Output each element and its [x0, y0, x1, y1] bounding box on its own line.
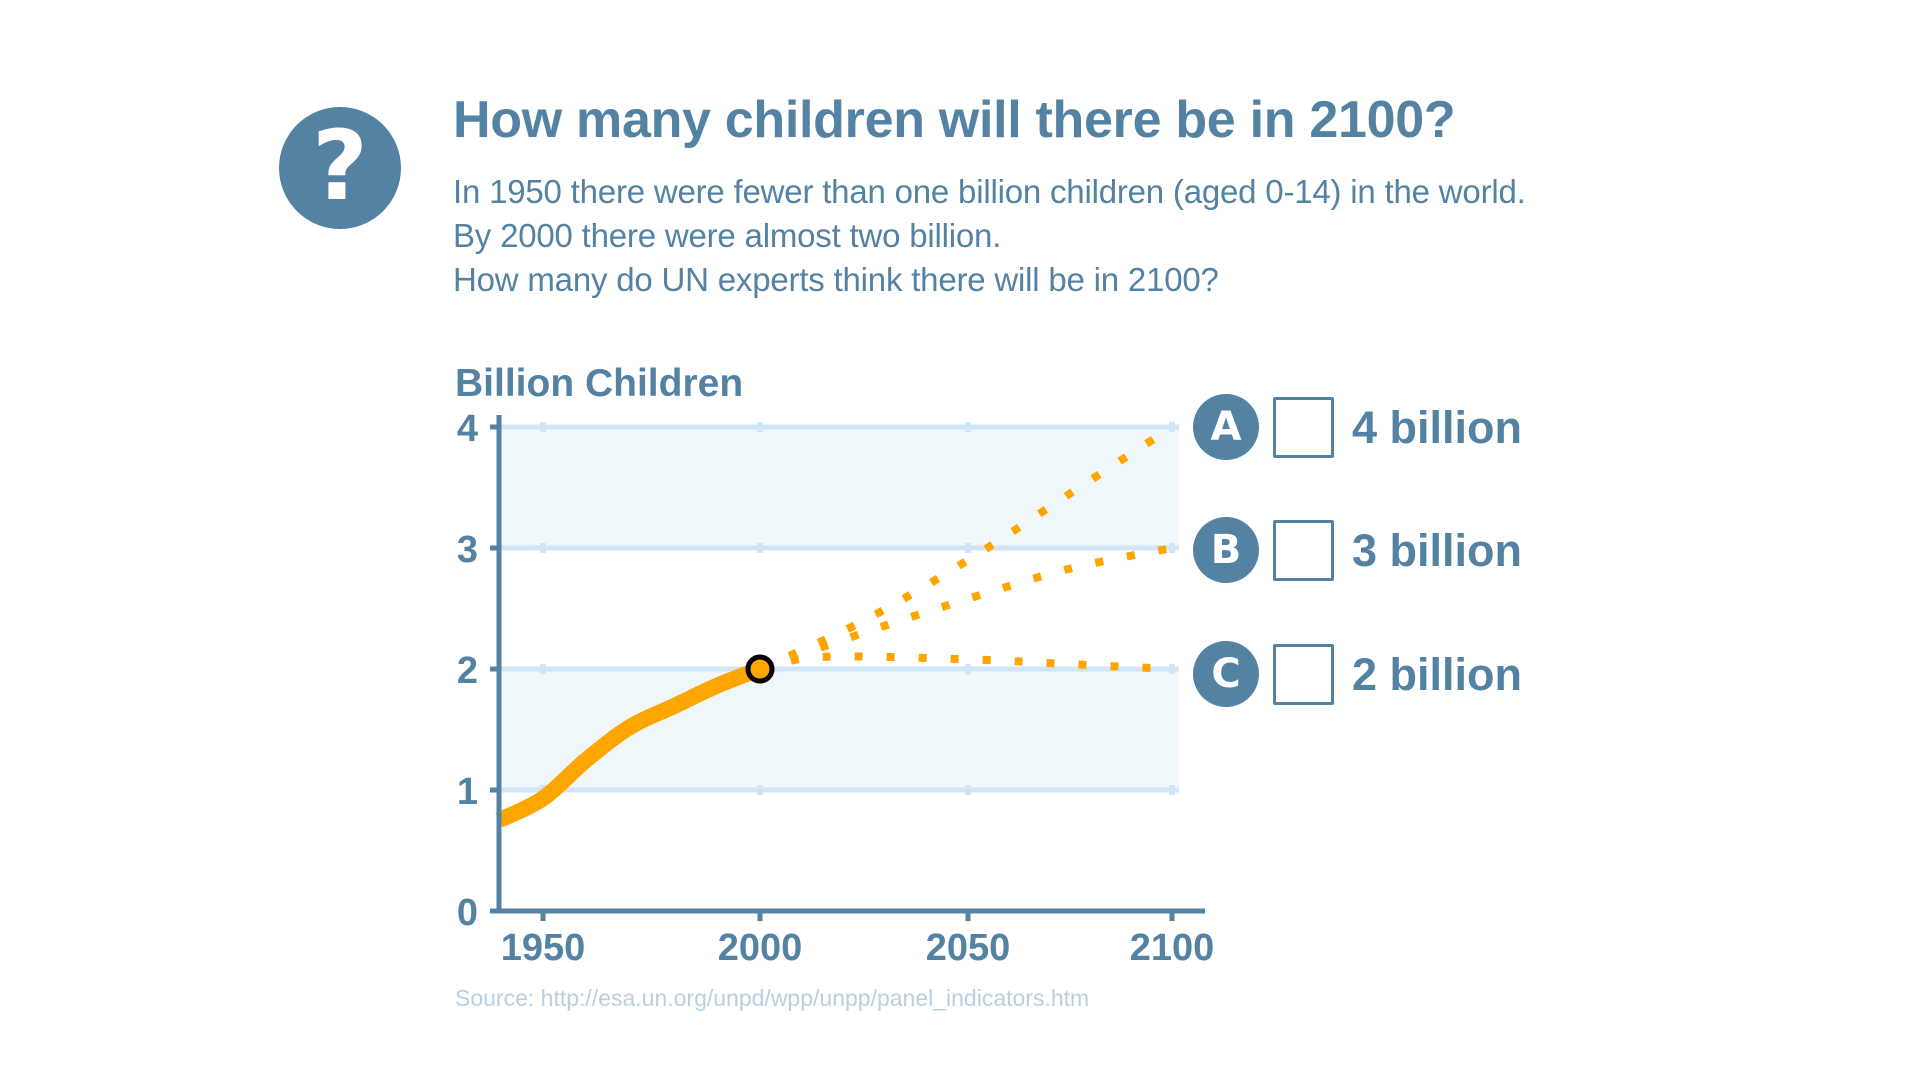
option-a-badge: A [1193, 394, 1259, 460]
option-c-label[interactable]: 2 billion [1352, 649, 1523, 700]
grid-tick-marker [965, 785, 971, 795]
y-tick-label: 1 [457, 771, 478, 813]
question-mark-glyph: ? [312, 110, 368, 222]
data-point-marker [745, 654, 775, 684]
question-mark-icon: ? [279, 107, 401, 229]
grid-tick-marker [540, 664, 546, 674]
option-a-checkbox[interactable] [1273, 397, 1334, 458]
x-tick-label: 2000 [718, 927, 803, 969]
grid-tick-marker [965, 543, 971, 553]
grid-tick-marker [1169, 785, 1175, 795]
y-tick-label: 0 [457, 892, 478, 934]
grid-tick-marker [540, 422, 546, 432]
option-b-label[interactable]: 3 billion [1352, 525, 1523, 576]
intro-line-1: In 1950 there were fewer than one billio… [453, 173, 1526, 210]
grid-tick-marker [757, 785, 763, 795]
grid-tick-marker [1169, 422, 1175, 432]
y-tick-label: 3 [457, 529, 478, 571]
y-axis-title: Billion Children [455, 362, 744, 405]
tick-labels: 0 1 2 3 4 1950 2000 2050 2100 [457, 408, 1214, 969]
shaded-band [499, 669, 1179, 790]
y-tick-label: 2 [457, 650, 478, 692]
axes [490, 415, 1205, 921]
option-b[interactable]: B 3 billion [1193, 517, 1593, 583]
grid-tick-marker [757, 543, 763, 553]
grid-tick-marker [1169, 664, 1175, 674]
source-citation: Source: http://esa.un.org/unpd/wpp/unpp/… [455, 985, 1090, 1011]
option-a-label[interactable]: 4 billion [1352, 402, 1523, 453]
series-group [495, 423, 1175, 828]
shaded-bands [499, 427, 1179, 790]
shaded-band [499, 427, 1179, 548]
gridlines [499, 422, 1179, 795]
grid-tick-marker [965, 664, 971, 674]
x-tick-label: 2050 [926, 927, 1011, 969]
intro-line-3: How many do UN experts think there will … [453, 261, 1219, 298]
x-tick-label: 2100 [1130, 927, 1215, 969]
intro-line-2: By 2000 there were almost two billion. [453, 217, 1002, 254]
option-c-checkbox[interactable] [1273, 644, 1334, 705]
series-line-projection-b [758, 544, 1173, 673]
option-a[interactable]: A 4 billion [1193, 394, 1593, 460]
grid-tick-marker [757, 422, 763, 432]
series-line-historical [495, 661, 763, 828]
grid-tick-marker [540, 543, 546, 553]
x-tick-label: 1950 [501, 927, 586, 969]
option-c-badge: C [1193, 641, 1259, 707]
option-b-checkbox[interactable] [1273, 520, 1334, 581]
grid-tick-marker [1169, 543, 1175, 553]
markers [745, 654, 775, 684]
grid-tick-marker [965, 422, 971, 432]
y-tick-label: 4 [457, 408, 478, 450]
option-c[interactable]: C 2 billion [1193, 641, 1593, 707]
page-title: How many children will there be in 2100? [453, 91, 1456, 149]
option-b-badge: B [1193, 517, 1259, 583]
